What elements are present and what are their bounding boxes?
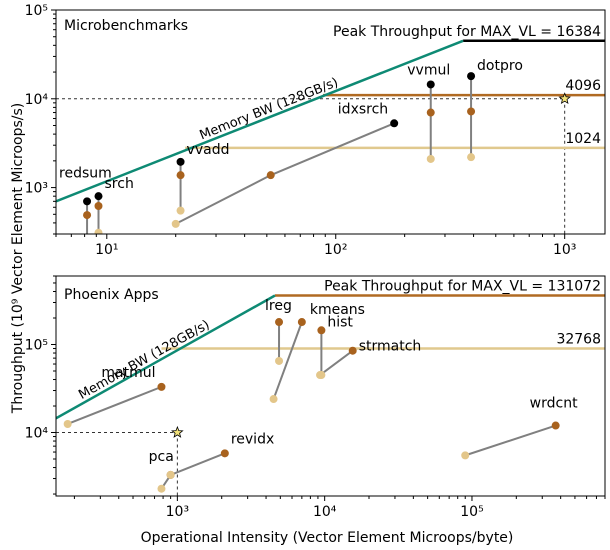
y-tick-label: 10³ — [25, 181, 48, 197]
point-pca — [157, 484, 166, 493]
x-tick-label: 10³ — [553, 242, 576, 258]
point-idxsrch — [390, 119, 399, 128]
point-revidx — [220, 449, 229, 458]
point-redsum — [83, 197, 92, 206]
point-vvadd — [176, 171, 185, 180]
point-vvadd — [176, 157, 185, 166]
x-tick-label: 10⁴ — [313, 504, 337, 520]
point-wrdcnt — [461, 451, 470, 460]
point-vvmul — [426, 154, 435, 163]
connector-kmeans — [272, 321, 303, 400]
point-srch — [94, 228, 103, 234]
panel-phoenix-apps: Phoenix Apps 10³ 10⁴ 10⁵ 10⁴ 10⁵ Peak Through… — [25, 275, 606, 520]
roofline-label: 1024 — [565, 131, 601, 147]
plot-area — [56, 294, 605, 496]
connector-idxsrch — [270, 122, 395, 177]
x-tick-label: 10⁵ — [460, 504, 483, 520]
panel-microbenchmarks: Microbenchmarks 10¹ 10² 10³ 10³ 10⁴ 10⁵ Peak T… — [25, 3, 606, 258]
point-vvmul — [426, 80, 435, 89]
connector-revidx — [170, 452, 226, 476]
x-tick-label: 10³ — [166, 504, 189, 520]
kernel-label-hist: hist — [327, 314, 353, 330]
panel-title: Microbenchmarks — [64, 18, 188, 34]
kernel-label-wrdcnt: wrdcnt — [530, 396, 578, 412]
point-lreg — [275, 318, 284, 327]
memory-bw-label: Memory BW (128GB/s) — [76, 318, 212, 403]
connector-strmatch — [319, 349, 354, 376]
kernel-label-lreg: lreg — [265, 298, 292, 314]
roofline-label: 32768 — [556, 332, 601, 348]
kernel-label-pca: pca — [149, 449, 174, 465]
kernel-label-revidx: revidx — [231, 431, 274, 447]
plot-area — [56, 39, 605, 248]
roofline-label: 4096 — [565, 78, 601, 94]
kernel-label-redsum: redsum — [59, 165, 112, 181]
x-tick-label: 10¹ — [95, 242, 118, 258]
point-vvadd — [176, 206, 185, 215]
point-strmatch — [348, 346, 357, 355]
roofline-label: Peak Throughput for MAX_VL = 16384 — [333, 24, 601, 40]
connector-wrdcnt — [464, 424, 556, 457]
x-axis-label: Operational Intensity (Vector Element Mi… — [141, 530, 514, 546]
y-tick-label: 10⁵ — [25, 3, 48, 19]
memory-bw-line — [56, 294, 276, 420]
y-tick-label: 10⁴ — [25, 426, 49, 442]
point-redsum — [83, 211, 92, 220]
kernel-label-matmul: matmul — [101, 365, 155, 381]
reference-star — [171, 425, 184, 438]
point-matmul — [63, 419, 72, 428]
roofline-label: Peak Throughput for MAX_VL = 131072 — [324, 279, 601, 295]
point-wrdcnt — [551, 421, 560, 430]
point-strmatch — [316, 371, 325, 380]
connector-matmul — [67, 385, 162, 425]
point-idxsrch — [171, 219, 180, 228]
axes-frame — [55, 9, 606, 235]
kernel-label-strmatch: strmatch — [359, 339, 422, 355]
y-tick-label: 10⁵ — [25, 337, 48, 353]
kernel-label-kmeans: kmeans — [310, 302, 365, 318]
memory-bw-label: Memory BW (128GB/s) — [198, 75, 341, 143]
point-dotpro — [467, 72, 476, 81]
point-srch — [94, 202, 103, 211]
panel-title: Phoenix Apps — [64, 287, 159, 303]
point-lreg — [275, 356, 284, 365]
reference-star — [558, 92, 571, 105]
memory-bw-line — [56, 39, 464, 203]
point-vvmul — [426, 108, 435, 117]
axes-frame — [55, 275, 606, 497]
point-kmeans — [297, 318, 306, 327]
y-axis-label: Throughput (10⁹ Vector Element Microops/… — [10, 103, 26, 414]
connector-idxsrch — [175, 174, 272, 225]
point-hist — [317, 326, 326, 335]
point-revidx — [166, 470, 175, 479]
x-tick-label: 10² — [324, 242, 347, 258]
point-redsum — [83, 240, 91, 248]
kernel-label-vvmul: vvmul — [407, 62, 450, 78]
point-srch — [94, 192, 103, 201]
kernel-label-vvadd: vvadd — [187, 142, 230, 158]
kernel-label-dotpro: dotpro — [477, 58, 523, 74]
point-idxsrch — [266, 171, 275, 180]
kernel-label-idxsrch: idxsrch — [338, 101, 388, 117]
point-dotpro — [467, 153, 476, 162]
y-tick-label: 10⁴ — [25, 92, 49, 108]
point-matmul — [157, 382, 166, 391]
point-dotpro — [467, 107, 476, 116]
point-kmeans — [269, 395, 278, 404]
kernel-label-srch: srch — [105, 176, 134, 192]
